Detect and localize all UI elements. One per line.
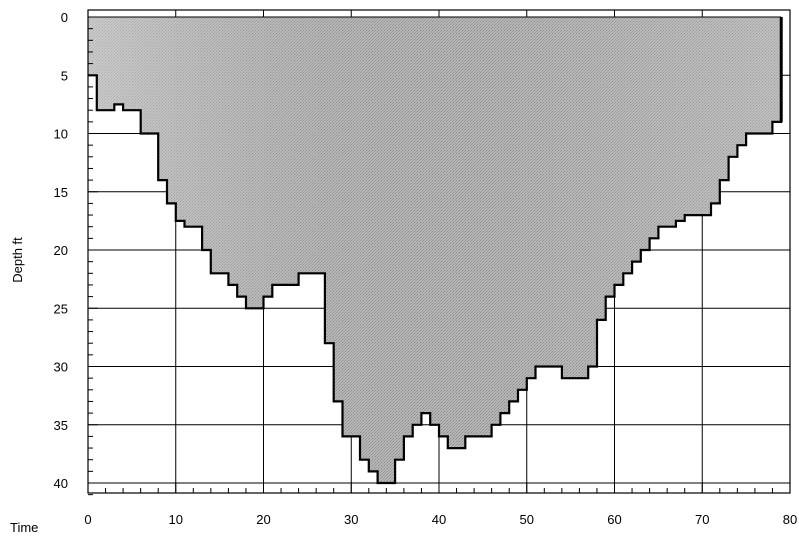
x-tick-label: 20: [256, 512, 270, 527]
y-tick-label: 30: [54, 360, 68, 375]
x-tick-label: 60: [607, 512, 621, 527]
tick-labels: 0 5 10 15 20 25 30 35 40 0 10 20 30 40 50 60 70 80: [54, 10, 798, 527]
x-tick-label: 80: [783, 512, 797, 527]
y-tick-label: 0: [61, 10, 68, 25]
x-tick-label: 70: [695, 512, 709, 527]
y-tick-label: 10: [54, 127, 68, 142]
profile-edge: [88, 28, 783, 485]
x-tick-label: 0: [84, 512, 91, 527]
data-area: [88, 16, 783, 485]
y-tick-label: 40: [54, 476, 68, 491]
x-axis-title: Time: [10, 520, 38, 535]
y-tick-label: 35: [54, 418, 68, 433]
axes: [87, 9, 791, 496]
x-tick-label: 40: [432, 512, 446, 527]
profile-shading: [88, 17, 782, 483]
x-tick-label: 10: [169, 512, 183, 527]
y-axis-title: Depth ft: [10, 237, 25, 283]
y-tick-label: 20: [54, 243, 68, 258]
y-tick-label: 25: [54, 301, 68, 316]
y-tick-label: 5: [61, 68, 68, 83]
x-tick-label: 50: [520, 512, 534, 527]
x-tick-label: 30: [344, 512, 358, 527]
y-tick-label: 15: [54, 185, 68, 200]
